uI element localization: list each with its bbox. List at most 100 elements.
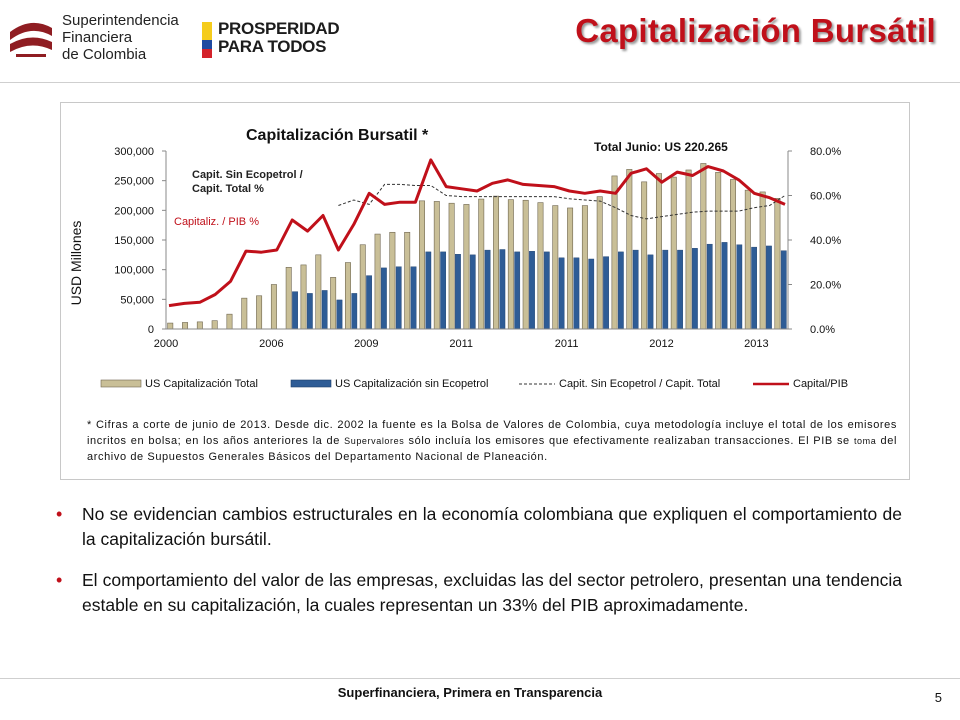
bar-sin-ecopetrol — [440, 251, 447, 330]
bar-sin-ecopetrol — [543, 251, 550, 330]
line-sin-ecopetrol-ratio — [338, 183, 786, 220]
bar-total — [596, 196, 603, 330]
bar-sin-ecopetrol — [484, 249, 491, 330]
legend-item-sin-ecopetrol: US Capitalización sin Ecopetrol — [335, 378, 488, 390]
bar-total — [685, 169, 692, 330]
bar-total — [463, 204, 470, 330]
bar-sin-ecopetrol — [306, 293, 313, 330]
bar-sin-ecopetrol — [351, 293, 358, 330]
chart-footnote: * Cifras a corte de junio de 2013. Desde… — [87, 417, 897, 465]
footnote-small-2: toma — [853, 436, 877, 446]
bar-total — [315, 254, 322, 330]
bar-total — [507, 199, 514, 330]
bar-total — [611, 175, 618, 330]
bar-total — [552, 205, 559, 330]
bar-sin-ecopetrol — [395, 266, 402, 330]
y-tick-label: 50,000 — [120, 294, 154, 306]
bar-sin-ecopetrol — [514, 251, 521, 330]
y-tick-label: 150,000 — [114, 235, 154, 247]
slogan-line-1: PROSPERIDAD — [218, 19, 340, 38]
bar-sin-ecopetrol — [366, 275, 372, 330]
bar-sin-ecopetrol — [410, 266, 417, 330]
bar-sin-ecopetrol — [455, 254, 461, 330]
bullet-list: • No se evidencian cambios estructurales… — [56, 502, 902, 634]
annotation-ratio-line-1: Capit. Sin Ecopetrol / — [192, 169, 303, 181]
bar-sin-ecopetrol — [692, 248, 698, 330]
x-tick-label: 2013 — [744, 338, 768, 350]
bar-total — [404, 231, 411, 330]
bar-total — [655, 173, 662, 330]
superfinanciera-logo-icon — [6, 14, 56, 62]
footnote-part-3: del archivo de Supuestos Generales Básic… — [87, 435, 897, 463]
bar-sin-ecopetrol — [677, 249, 683, 330]
bar-sin-ecopetrol — [381, 267, 387, 330]
bar-total — [567, 207, 574, 330]
y-tick-label: 100,000 — [114, 265, 154, 277]
bar-total — [300, 264, 307, 330]
bullet-item: • El comportamiento del valor de las emp… — [56, 568, 902, 618]
bar-total — [715, 172, 722, 330]
y2-tick-label: 0.0% — [810, 324, 835, 336]
bar-sin-ecopetrol — [617, 251, 624, 330]
org-line-3: de Colombia — [62, 46, 147, 63]
bar-total — [433, 201, 440, 330]
bar-sin-ecopetrol — [736, 244, 743, 330]
bar-sin-ecopetrol — [425, 251, 432, 330]
x-tick-label: 2009 — [354, 338, 378, 350]
bar-sin-ecopetrol — [588, 258, 595, 330]
bar-sin-ecopetrol — [292, 291, 298, 330]
bar-sin-ecopetrol — [766, 245, 772, 330]
legend-item-pib: Capital/PIB — [793, 378, 848, 390]
chart-panel: 300,000 250,000 200,000 150,000 100,000 50,00… — [60, 102, 910, 480]
bar-total — [226, 313, 233, 330]
bar-total — [759, 191, 766, 330]
bar-total — [670, 176, 677, 330]
bar-total — [285, 266, 292, 330]
org-line-2: Financiera — [62, 29, 133, 46]
footnote-part-1: * Cifras a corte de junio de 2013. Desde… — [87, 419, 897, 447]
bar-sin-ecopetrol — [662, 249, 669, 330]
capitalizacion-chart: 300,000 250,000 200,000 150,000 100,000 50,00… — [68, 127, 848, 390]
bar-sin-ecopetrol — [780, 250, 787, 330]
chart-legend: US Capitalización Total US Capitalización… — [100, 378, 848, 390]
legend-item-ratio: Capit. Sin Ecopetrol / Capit. Total — [559, 378, 720, 390]
footer-divider — [0, 678, 960, 679]
footnote-part-2: sólo incluía los emisores que efectivame… — [404, 435, 854, 447]
colombia-flag-icon — [202, 22, 212, 58]
bar-total — [774, 198, 781, 330]
y2-tick-label: 40.0% — [810, 235, 841, 247]
superfinanciera-logo: Superintendencia Financiera de Colombia — [6, 10, 179, 68]
bar-total — [167, 322, 174, 330]
bullet-icon: • — [56, 570, 63, 590]
superfinanciera-name: Superintendencia Financiera de Colombia — [62, 12, 179, 63]
x-tick-label: 2011 — [449, 338, 473, 350]
bar-total — [700, 163, 707, 330]
bar-total — [359, 244, 366, 330]
legend-item-total: US Capitalización Total — [145, 378, 258, 390]
bar-sin-ecopetrol — [721, 242, 728, 330]
slogan-line-2: PARA TODOS — [218, 37, 327, 56]
bullet-text: El comportamiento del valor de las empre… — [82, 570, 902, 615]
bar-total — [730, 179, 736, 330]
bar-total — [330, 277, 337, 330]
bar-total — [389, 231, 396, 330]
bar-total — [241, 297, 248, 330]
bar-total — [478, 198, 485, 330]
annotation-pib: Capitaliz. / PIB % — [174, 216, 259, 228]
bar-total — [537, 202, 544, 330]
bar-total — [448, 202, 455, 330]
annotation-total: Total Junio: US 220.265 — [594, 140, 728, 154]
y2-tick-label: 80.0% — [810, 146, 841, 158]
bar-sin-ecopetrol — [603, 256, 609, 330]
bar-sin-ecopetrol — [573, 257, 580, 330]
bar-total — [641, 181, 648, 330]
y-axis-label: USD Millones — [68, 221, 84, 306]
bar-sin-ecopetrol — [529, 251, 535, 330]
bar-total — [493, 195, 500, 330]
bar-total — [196, 321, 203, 330]
y2-tick-label: 60.0% — [810, 191, 841, 203]
page-number: 5 — [934, 690, 942, 705]
bar-total — [626, 169, 633, 330]
slide-header: Superintendencia Financiera de Colombia … — [0, 0, 960, 78]
bar-sin-ecopetrol — [336, 299, 343, 330]
